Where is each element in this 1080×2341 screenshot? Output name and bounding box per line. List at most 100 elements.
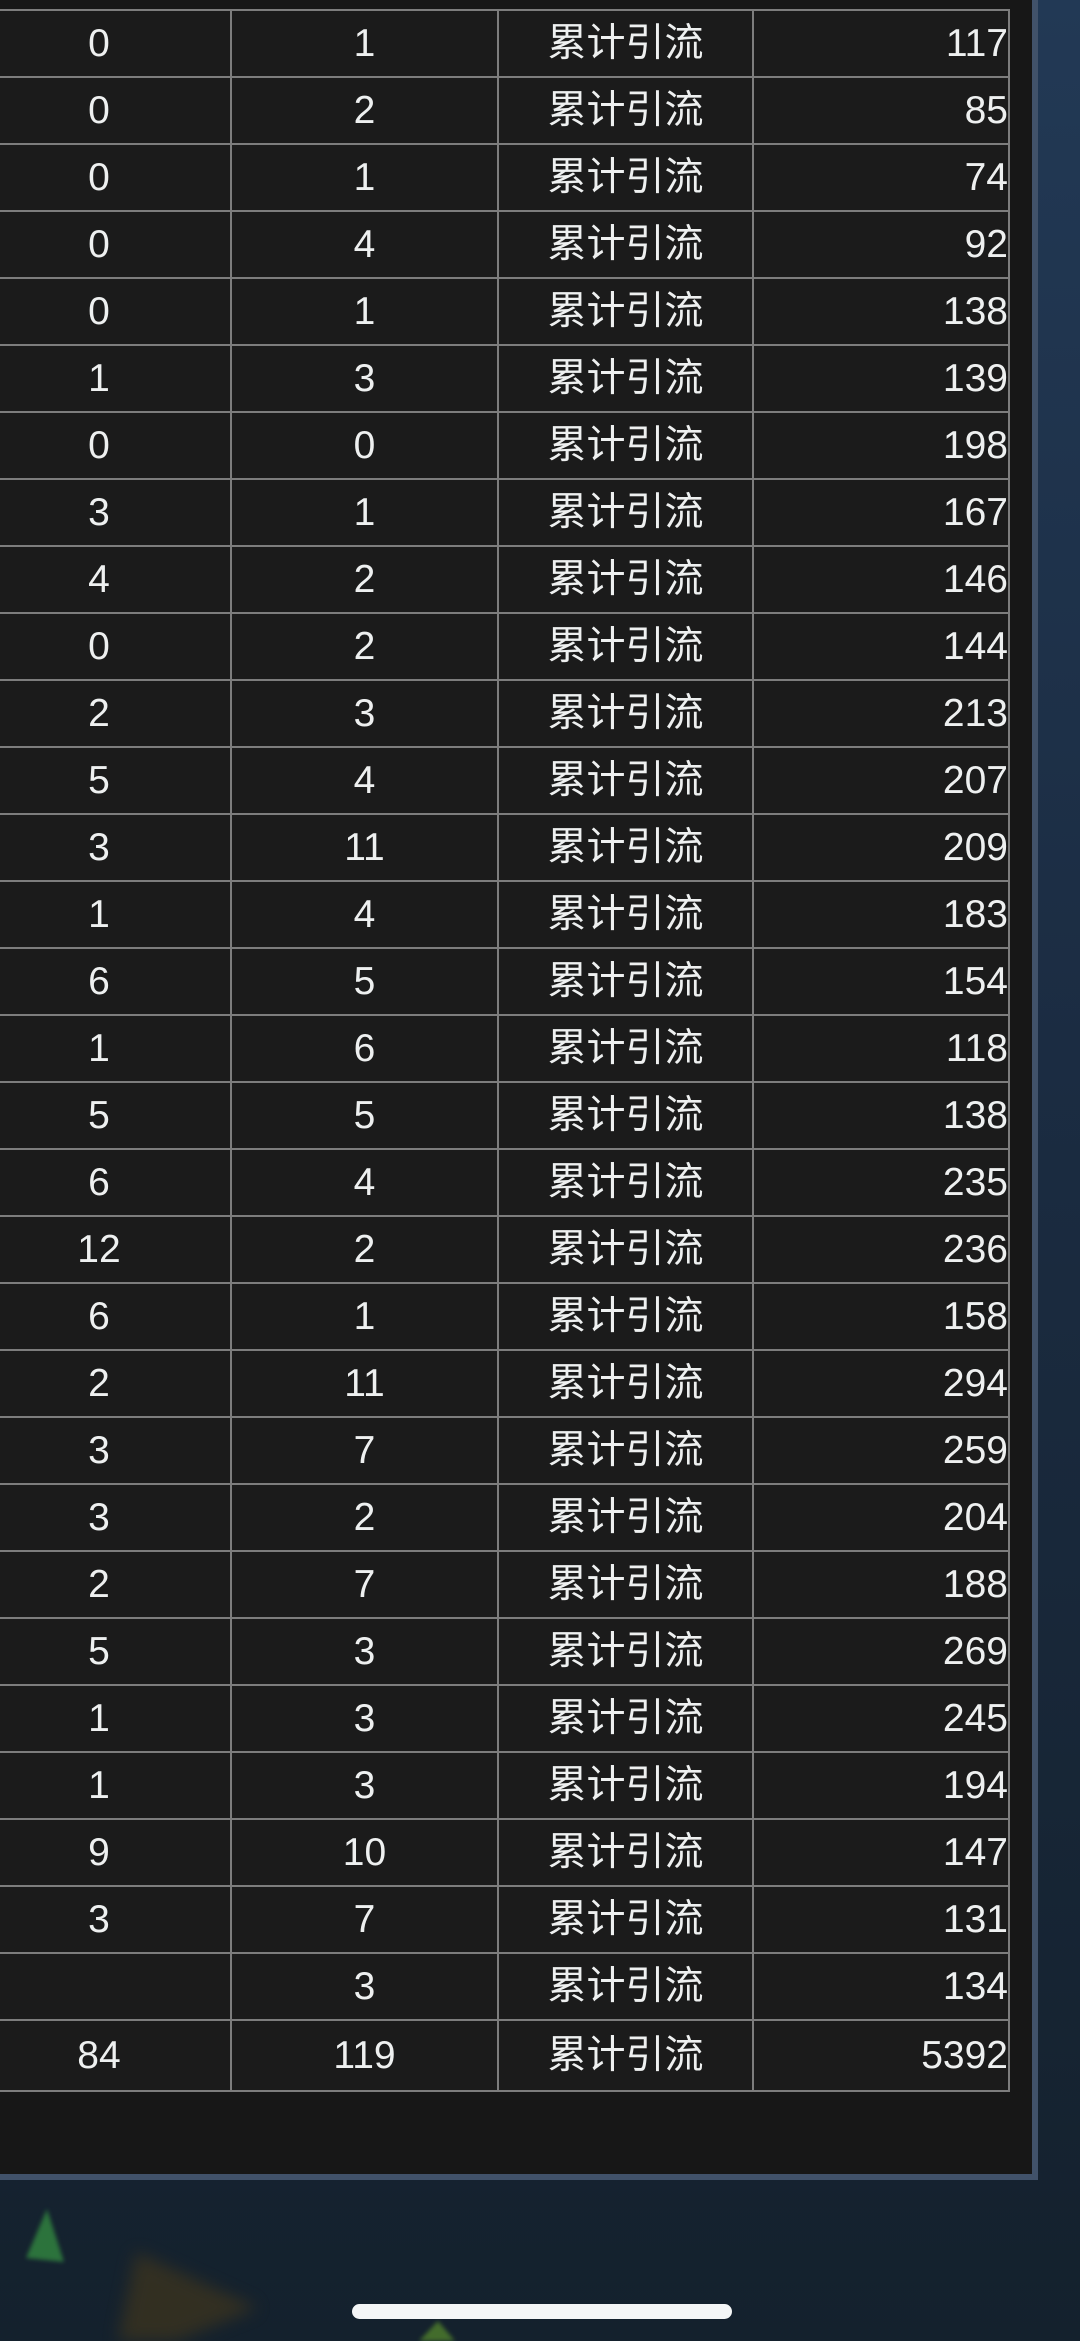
cell-count-b: 3 [230, 679, 499, 748]
cell-total-value: 259 [752, 1416, 1010, 1485]
traffic-table: 0 1 累计引流 117 0 2 累计引流 85 0 1 累计引流 74 0 4… [0, 9, 1010, 2092]
cell-metric-label: 累计引流 [497, 1148, 754, 1217]
cell-count-a: 0 [0, 143, 232, 212]
green-triangle-bottom [419, 2321, 455, 2341]
cell-total-value: 147 [752, 1818, 1010, 1887]
cell-total-value: 154 [752, 947, 1010, 1016]
table-row: 3 7 累计引流 259 [0, 1416, 1010, 1485]
cell-total-value: 117 [752, 9, 1010, 78]
cell-total-value: 294 [752, 1349, 1010, 1418]
table-row: 1 3 累计引流 245 [0, 1684, 1010, 1753]
cell-metric-label: 累计引流 [497, 679, 754, 748]
cell-count-a: 2 [0, 1349, 232, 1418]
cell-metric-label: 累计引流 [497, 746, 754, 815]
cell-count-a [0, 1952, 232, 2021]
table-row: 2 11 累计引流 294 [0, 1349, 1010, 1418]
cell-metric-label: 累计引流 [497, 76, 754, 145]
table-row: 12 2 累计引流 236 [0, 1215, 1010, 1284]
cell-total-value: 138 [752, 277, 1010, 346]
cell-count-a: 1 [0, 1751, 232, 1820]
table-row: 4 2 累计引流 146 [0, 545, 1010, 614]
cell-metric-label: 累计引流 [497, 1416, 754, 1485]
cell-count-a: 6 [0, 1148, 232, 1217]
table-panel[interactable]: 0 1 累计引流 117 0 2 累计引流 85 0 1 累计引流 74 0 4… [0, 0, 1038, 2180]
cell-count-b: 10 [230, 1818, 499, 1887]
cell-total-value: 134 [752, 1952, 1010, 2021]
cell-count-a: 6 [0, 1282, 232, 1351]
cell-count-b: 2 [230, 1215, 499, 1284]
cell-metric-label: 累计引流 [497, 947, 754, 1016]
traffic-table-body: 0 1 累计引流 117 0 2 累计引流 85 0 1 累计引流 74 0 4… [0, 9, 1010, 2092]
cell-metric-label: 累计引流 [497, 612, 754, 681]
cell-total-value: 207 [752, 746, 1010, 815]
cell-count-a: 0 [0, 76, 232, 145]
cell-count-b: 1 [230, 143, 499, 212]
table-row: 3 11 累计引流 209 [0, 813, 1010, 882]
cell-total-value: 131 [752, 1885, 1010, 1954]
table-row: 9 10 累计引流 147 [0, 1818, 1010, 1887]
cell-count-b: 7 [230, 1885, 499, 1954]
cell-total-value: 139 [752, 344, 1010, 413]
table-row: 1 4 累计引流 183 [0, 880, 1010, 949]
cell-total-value: 85 [752, 76, 1010, 145]
table-row: 0 2 累计引流 144 [0, 612, 1010, 681]
table-row: 0 1 累计引流 74 [0, 143, 1010, 212]
cell-count-a: 1 [0, 1684, 232, 1753]
cell-count-a: 0 [0, 9, 232, 78]
cell-count-a: 0 [0, 411, 232, 480]
table-row: 3 累计引流 134 [0, 1952, 1010, 2021]
cell-count-b: 5 [230, 947, 499, 1016]
cell-count-a: 1 [0, 1014, 232, 1083]
green-triangle-small [26, 2209, 64, 2262]
table-row: 1 3 累计引流 194 [0, 1751, 1010, 1820]
table-row: 6 5 累计引流 154 [0, 947, 1010, 1016]
table-row: 5 5 累计引流 138 [0, 1081, 1010, 1150]
cell-count-a: 9 [0, 1818, 232, 1887]
table-row: 0 1 累计引流 117 [0, 9, 1010, 78]
cell-metric-label: 累计引流 [497, 880, 754, 949]
cell-count-a: 0 [0, 612, 232, 681]
olive-triangle-large [118, 2252, 258, 2341]
cell-total-value: 188 [752, 1550, 1010, 1619]
cell-total-value: 144 [752, 612, 1010, 681]
table-row: 5 4 累计引流 207 [0, 746, 1010, 815]
cell-count-b: 2 [230, 76, 499, 145]
cell-count-b: 5 [230, 1081, 499, 1150]
table-row: 3 7 累计引流 131 [0, 1885, 1010, 1954]
cell-count-a: 5 [0, 1081, 232, 1150]
cell-count-b: 3 [230, 1684, 499, 1753]
cell-total-value: 269 [752, 1617, 1010, 1686]
cell-metric-label: 累计引流 [497, 9, 754, 78]
cell-total-value: 138 [752, 1081, 1010, 1150]
cell-count-b: 4 [230, 746, 499, 815]
table-row: 2 7 累计引流 188 [0, 1550, 1010, 1619]
cell-count-a: 1 [0, 880, 232, 949]
cell-total-value: 194 [752, 1751, 1010, 1820]
cell-count-b: 4 [230, 210, 499, 279]
cell-total-value: 158 [752, 1282, 1010, 1351]
cell-count-a: 3 [0, 1416, 232, 1485]
cell-total-value: 118 [752, 1014, 1010, 1083]
cell-metric-label: 累计引流 [497, 1617, 754, 1686]
cell-count-b: 2 [230, 545, 499, 614]
cell-metric-label: 累计引流 [497, 1751, 754, 1820]
cell-total-value: 204 [752, 1483, 1010, 1552]
home-indicator-bar[interactable] [352, 2304, 732, 2319]
cell-metric-label: 累计引流 [497, 210, 754, 279]
table-row: 1 6 累计引流 118 [0, 1014, 1010, 1083]
cell-total-value: 235 [752, 1148, 1010, 1217]
cell-total-value: 213 [752, 679, 1010, 748]
cell-total-value: 198 [752, 411, 1010, 480]
cell-count-b: 2 [230, 1483, 499, 1552]
cell-count-b: 3 [230, 1617, 499, 1686]
cell-metric-label: 累计引流 [497, 1684, 754, 1753]
cell-count-b: 3 [230, 1952, 499, 2021]
cell-count-a: 0 [0, 277, 232, 346]
cell-metric-label: 累计引流 [497, 411, 754, 480]
cell-count-b: 11 [230, 1349, 499, 1418]
cell-count-a: 3 [0, 813, 232, 882]
cell-count-b: 1 [230, 478, 499, 547]
cell-count-b: 4 [230, 1148, 499, 1217]
cell-count-a: 84 [0, 2019, 232, 2092]
